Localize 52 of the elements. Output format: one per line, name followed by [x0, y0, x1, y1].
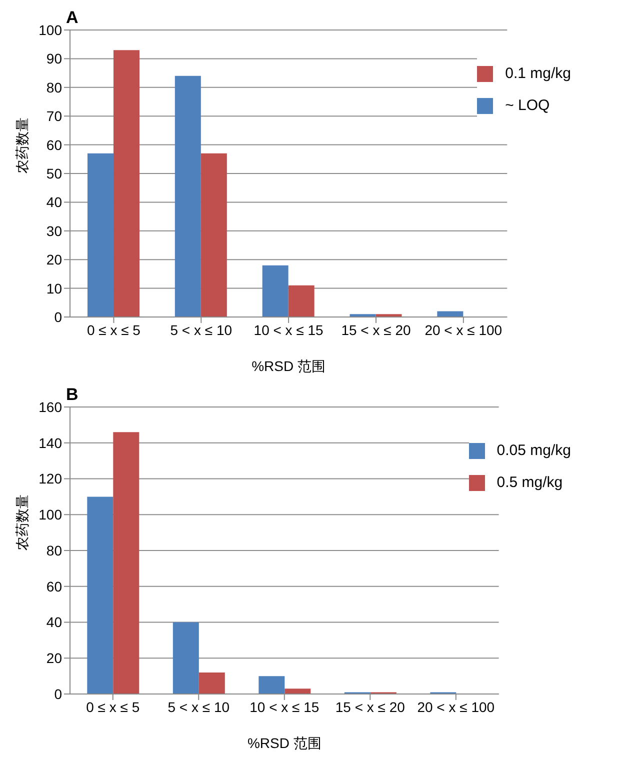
bar — [87, 496, 114, 694]
y-tick-label: 0 — [54, 686, 62, 702]
y-tick-label: 80 — [46, 542, 62, 558]
y-tick-label: 40 — [46, 194, 62, 210]
x-tick-label: 0 ≤ x ≤ 5 — [86, 698, 140, 715]
bar — [87, 153, 114, 317]
x-axis-title: %RSD 范围 — [252, 358, 326, 374]
chart-title: A — [66, 8, 78, 28]
y-tick-label: 140 — [38, 434, 62, 451]
bar — [113, 432, 140, 694]
y-tick-label: 10 — [46, 280, 62, 296]
y-tick-label: 20 — [46, 650, 62, 666]
y-tick-label: 70 — [46, 108, 62, 124]
bar — [288, 285, 314, 317]
y-tick-label: 0 — [54, 308, 62, 325]
y-axis-title: 农药数量 — [14, 118, 30, 174]
y-tick-label: 50 — [46, 165, 62, 182]
legend-label: 0.5 mg/kg — [496, 474, 563, 491]
y-tick-label: 160 — [38, 398, 62, 415]
bar — [262, 265, 288, 317]
x-tick-label: 15 < x ≤ 20 — [335, 698, 406, 715]
bar — [174, 76, 201, 317]
legend-label: ~ LOQ — [505, 97, 550, 114]
bar — [198, 672, 225, 694]
y-tick-label: 80 — [46, 79, 62, 96]
x-axis-title: %RSD 范围 — [247, 735, 322, 751]
chart-title: B — [66, 385, 78, 405]
y-tick-label: 90 — [46, 50, 62, 67]
y-tick-label: 20 — [46, 252, 62, 268]
y-tick-label: 60 — [46, 578, 62, 594]
bar — [172, 622, 199, 694]
x-tick-label: 10 < x ≤ 15 — [254, 322, 324, 338]
y-axis-title: 农药数量 — [14, 494, 30, 550]
bar — [200, 153, 227, 317]
y-tick-label: 120 — [38, 470, 62, 487]
bar — [113, 50, 140, 317]
y-tick-label: 60 — [46, 136, 62, 153]
bar — [284, 688, 311, 694]
x-tick-label: 5 < x ≤ 10 — [168, 698, 230, 715]
y-tick-label: 100 — [38, 22, 62, 38]
x-tick-label: 10 < x ≤ 15 — [250, 698, 320, 715]
y-tick-label: 100 — [38, 506, 62, 523]
x-tick-label: 15 < x ≤ 20 — [341, 322, 411, 338]
y-tick-label: 40 — [46, 614, 62, 630]
x-tick-label: 0 ≤ x ≤ 5 — [86, 322, 141, 338]
x-tick-label: 20 < x ≤ 100 — [417, 698, 495, 715]
x-tick-label: 5 < x ≤ 10 — [170, 322, 232, 338]
legend-label: 0.05 mg/kg — [496, 442, 571, 459]
y-tick-label: 30 — [46, 222, 62, 239]
x-tick-label: 20 < x ≤ 100 — [424, 322, 502, 338]
bar — [258, 676, 285, 694]
legend-label: 0.1 mg/kg — [505, 65, 571, 82]
